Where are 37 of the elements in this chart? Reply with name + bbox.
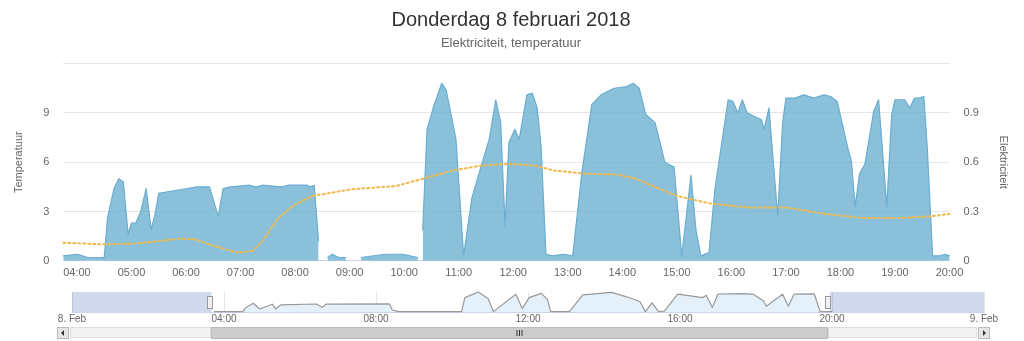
y2-axis-title: Elektriciteit bbox=[998, 135, 1011, 189]
y-tick-label: 0 bbox=[43, 253, 50, 266]
x-tick-label: 16:00 bbox=[667, 312, 693, 324]
line-series bbox=[62, 162, 951, 254]
x-tick-label: 9. Feb bbox=[969, 312, 999, 324]
x-tick-label: 10:00 bbox=[390, 266, 418, 279]
x-tick-label: 8. Feb bbox=[57, 312, 87, 324]
y2-tick-label: 0.6 bbox=[963, 155, 979, 168]
x-tick-label: 15:00 bbox=[663, 266, 691, 279]
x-tick-label: 09:00 bbox=[335, 266, 364, 279]
x-tick-label: 17:00 bbox=[772, 266, 800, 279]
y2-tick-label: 0.3 bbox=[963, 204, 979, 217]
x-tick-label: 18:00 bbox=[826, 266, 855, 279]
x-tick-label: 04:00 bbox=[63, 266, 91, 279]
x-tick-label: 16:00 bbox=[717, 266, 746, 279]
x-tick-label: 13:00 bbox=[554, 266, 582, 279]
x-tick-label: 11:00 bbox=[445, 266, 473, 279]
x-tick-label: 07:00 bbox=[226, 266, 255, 279]
x-tick-label: 20:00 bbox=[819, 312, 845, 324]
x-tick-label: 14:00 bbox=[608, 266, 637, 279]
y-tick-label: 3 bbox=[43, 204, 50, 217]
x-tick-label: 08:00 bbox=[281, 266, 309, 279]
y2-tick-label: 0 bbox=[963, 253, 970, 266]
x-tick-label: 05:00 bbox=[117, 266, 146, 279]
x-tick-label: 12:00 bbox=[515, 312, 541, 324]
x-tick-label: 06:00 bbox=[172, 266, 200, 279]
x-tick-label: 20:00 bbox=[935, 266, 964, 279]
x-tick-label: 12:00 bbox=[499, 266, 527, 279]
x-tick-label: 04:00 bbox=[211, 312, 237, 324]
y-tick-label: 6 bbox=[43, 155, 50, 168]
x-tick-label: 19:00 bbox=[881, 266, 909, 279]
y-axis-title: Temperatuur bbox=[11, 130, 24, 194]
chart-subtitle: Elektriciteit, temperatuur bbox=[440, 35, 582, 51]
chart-title: Donderdag 8 februari 2018 bbox=[391, 7, 631, 30]
x-tick-label: 08:00 bbox=[363, 312, 389, 324]
y-tick-label: 9 bbox=[43, 105, 50, 118]
y2-tick-label: 0.9 bbox=[963, 105, 979, 118]
